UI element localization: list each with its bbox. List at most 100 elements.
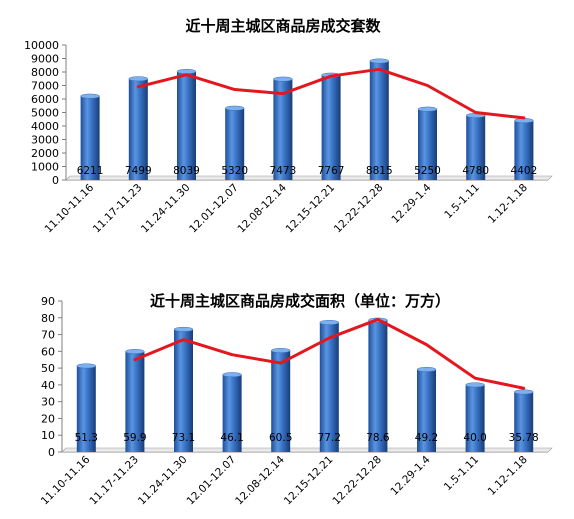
bar-body xyxy=(125,351,145,452)
bar-body xyxy=(321,75,341,180)
y-tick-label: 9000 xyxy=(31,53,59,66)
y-tick-label: 7000 xyxy=(31,80,59,93)
bar xyxy=(369,58,390,181)
bar xyxy=(224,105,245,180)
x-tick-label: 12.15-12.21 xyxy=(282,454,336,508)
data-label: 59.9 xyxy=(123,432,146,444)
chart-area-title: 近十周主城区商品房成交面积（单位：万方） xyxy=(150,292,450,310)
bar-top xyxy=(80,93,100,99)
x-tick-label: 12.15-12.21 xyxy=(284,182,338,236)
y-tick-label: 30 xyxy=(41,396,55,409)
x-tick-label: 12.08-12.14 xyxy=(233,453,287,507)
x-tick-label: 11.17-11.23 xyxy=(91,182,145,236)
x-tick-label: 1.5-1.11 xyxy=(442,454,482,494)
bar-top xyxy=(76,363,97,369)
bar-top xyxy=(416,367,437,372)
y-tick-label: 2000 xyxy=(31,147,59,160)
bar-body xyxy=(418,109,437,180)
data-label: 77.2 xyxy=(318,432,341,444)
bar xyxy=(416,367,437,452)
bar xyxy=(270,348,291,452)
chart-area-data-labels: 51.3 59.9 73.1 46.1 60.5 77.2 78.6 49.2 40.0 35.7… xyxy=(75,432,539,444)
data-label: 7473 xyxy=(270,165,297,177)
bar xyxy=(128,76,149,180)
bar-top xyxy=(173,326,194,332)
bar xyxy=(125,349,145,452)
y-tick-label: 5000 xyxy=(31,107,59,120)
bar-top xyxy=(222,372,242,378)
y-tick-label: 3000 xyxy=(31,134,59,147)
bar xyxy=(222,372,242,452)
x-tick-label: 11.17-11.23 xyxy=(87,454,141,508)
chart-quantity-title: 近十周主城区商品房成交套数 xyxy=(185,17,381,35)
y-tick-label: 1000 xyxy=(31,161,59,174)
bar-body xyxy=(465,384,485,452)
data-label: 7499 xyxy=(125,165,152,177)
bar xyxy=(514,118,534,180)
chart-area: 近十周主城区商品房成交面积（单位：万方） 0 10 20 30 40 50 60 70 80 90… xyxy=(39,292,553,507)
x-tick-label: 1.5-1.11 xyxy=(442,182,482,222)
bar-body xyxy=(466,115,486,180)
bar-body xyxy=(128,78,148,180)
bar-body xyxy=(174,329,193,452)
data-label: 46.1 xyxy=(220,432,243,444)
data-label: 40.0 xyxy=(463,432,486,444)
data-label: 7767 xyxy=(318,165,345,177)
bar-body xyxy=(177,71,196,180)
data-label: 51.3 xyxy=(75,432,98,444)
data-label: 35.78 xyxy=(509,432,539,444)
y-tick-label: 60 xyxy=(41,345,55,358)
bar-top xyxy=(319,320,340,325)
chart-area-x-axis: 11.10-11.1611.17-11.2311.24-11.3012.01-1… xyxy=(39,453,530,507)
bar-top xyxy=(224,105,245,111)
data-label: 4402 xyxy=(511,165,538,177)
bar xyxy=(513,389,534,452)
chart-quantity-y-axis: 0100020003000400050006000700080009000100… xyxy=(24,39,66,187)
bar-top xyxy=(176,69,197,74)
data-label: 78.6 xyxy=(366,432,390,444)
y-tick-label: 10 xyxy=(41,429,55,442)
bar-body xyxy=(225,108,245,180)
x-tick-label: 11.24-11.30 xyxy=(139,182,193,236)
bar-body xyxy=(417,369,436,452)
bar-body xyxy=(514,391,534,452)
data-label: 73.1 xyxy=(172,432,195,444)
x-tick-label: 12.22-12.28 xyxy=(332,182,386,236)
bar xyxy=(176,69,197,180)
y-tick-label: 20 xyxy=(41,412,55,425)
x-tick-label: 1.12-1.18 xyxy=(486,454,530,498)
trend-line xyxy=(133,317,526,390)
bar-body xyxy=(368,320,388,452)
chart-area-trend-line xyxy=(133,317,526,390)
bar xyxy=(173,326,194,452)
bar xyxy=(273,76,293,180)
bar-body xyxy=(271,350,291,452)
data-label: 8039 xyxy=(173,165,200,177)
y-tick-label: 40 xyxy=(41,379,55,392)
x-tick-label: 11.10-11.16 xyxy=(39,453,93,507)
y-tick-label: 6000 xyxy=(31,93,59,106)
chart-area-y-axis: 0 10 20 30 40 50 60 70 80 90 xyxy=(41,295,62,459)
data-label: 60.5 xyxy=(269,432,292,444)
bar xyxy=(319,320,340,452)
chart-quantity-bars xyxy=(80,58,534,181)
y-tick-label: 10000 xyxy=(24,39,59,52)
y-tick-label: 50 xyxy=(41,362,55,375)
bar-top xyxy=(270,348,291,353)
chart-area-bars xyxy=(76,317,534,452)
x-tick-label: 12.22-12.28 xyxy=(330,454,384,508)
data-label: 8815 xyxy=(366,165,393,177)
bar-top xyxy=(128,76,149,82)
bar-top xyxy=(417,106,438,112)
bar-body xyxy=(273,79,293,180)
x-tick-label: 1.12-1.18 xyxy=(486,182,530,226)
x-tick-label: 12.01-12.07 xyxy=(187,182,241,236)
y-tick-label: 70 xyxy=(41,329,55,342)
data-label: 5250 xyxy=(414,165,441,177)
bar xyxy=(76,363,97,452)
x-tick-label: 12.29-1.4 xyxy=(389,181,433,225)
y-tick-label: 0 xyxy=(52,174,59,187)
y-tick-label: 4000 xyxy=(31,120,59,133)
data-label: 6211 xyxy=(77,165,104,177)
